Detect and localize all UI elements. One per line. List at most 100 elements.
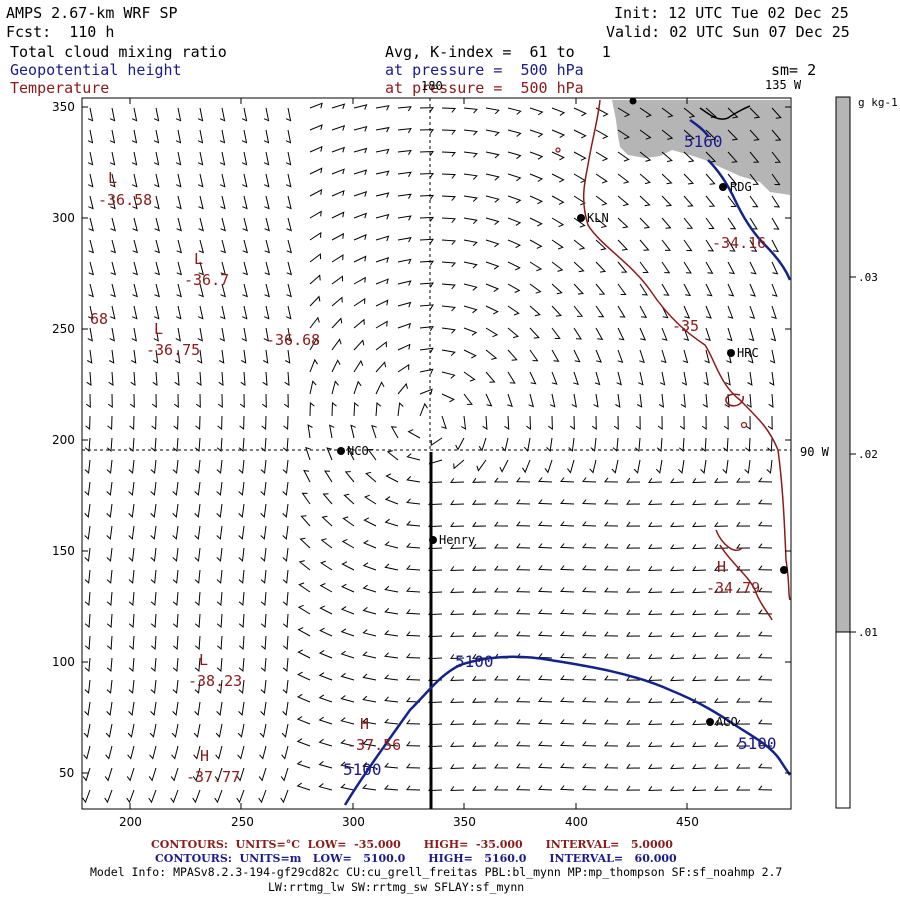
wind-barb: [626, 653, 641, 659]
wind-barb: [516, 543, 531, 549]
wind-barb: [516, 565, 531, 571]
wind-barb: [397, 322, 412, 329]
wind-barb: [529, 261, 543, 272]
wind-barb: [581, 477, 597, 483]
wind-barb: [463, 129, 478, 136]
wind-barb: [150, 591, 157, 607]
wind-barb: [670, 632, 685, 638]
wind-barb: [736, 565, 751, 571]
wind-barb: [639, 129, 652, 140]
wind-barb: [242, 195, 248, 210]
wind-barb: [573, 129, 587, 139]
wind-barb: [84, 613, 91, 629]
wind-barb: [375, 105, 390, 111]
wind-barb: [661, 151, 673, 163]
wind-barb: [727, 261, 736, 275]
wind-barb: [485, 239, 500, 248]
wind-barb: [110, 261, 117, 276]
station-label-nco: NCO: [347, 444, 369, 458]
wind-barb: [309, 124, 323, 131]
wind-barb: [538, 543, 553, 549]
wind-barb: [397, 193, 412, 199]
wind-barb: [705, 107, 717, 119]
wind-barb: [499, 459, 509, 473]
wind-barb: [472, 719, 487, 725]
wind-barb: [193, 745, 201, 760]
wind-barb: [560, 521, 575, 527]
temp-high-marker: H: [360, 715, 370, 733]
wind-barb: [463, 173, 478, 180]
wind-barb: [241, 129, 248, 144]
wind-barb: [128, 701, 135, 716]
wind-barb: [238, 613, 245, 629]
wind-barb: [154, 239, 161, 254]
wind-barb: [309, 210, 322, 219]
wind-barb: [670, 610, 685, 616]
temp-low-marker: L: [108, 169, 118, 187]
wind-barb: [441, 327, 456, 334]
wind-barb: [551, 261, 564, 272]
wind-barb: [560, 741, 575, 747]
wind-barb: [282, 437, 289, 453]
wind-barb: [604, 521, 619, 527]
wind-barb: [528, 393, 535, 408]
wind-barb: [197, 349, 203, 364]
wind-barb: [397, 258, 412, 265]
wind-barb: [260, 613, 267, 629]
wind-barb: [362, 762, 377, 769]
wind-barb: [441, 107, 457, 113]
wind-barb: [264, 283, 270, 298]
wind-barb: [131, 107, 138, 122]
wind-barb: [670, 478, 685, 484]
wind-barb: [260, 635, 267, 651]
wind-barb: [626, 631, 641, 637]
wind-barb: [604, 499, 619, 505]
y-axis-ticks: [82, 106, 791, 774]
wind-barb: [648, 522, 663, 528]
wind-barb: [573, 217, 586, 228]
wind-barb: [450, 544, 465, 550]
wind-barb: [714, 566, 729, 571]
wind-barb: [450, 742, 465, 748]
wind-barb: [84, 547, 91, 562]
wind-barb: [260, 591, 267, 607]
wind-barb: [581, 543, 597, 549]
wind-barb: [340, 672, 355, 681]
wind-barb: [702, 393, 708, 408]
wind-barb: [219, 129, 226, 144]
wind-barb: [150, 547, 157, 562]
wind-barb: [419, 304, 434, 310]
wind-barb: [529, 217, 543, 227]
wind-barb: [104, 789, 113, 804]
x-tick-label: 300: [342, 815, 365, 829]
wind-barb: [326, 447, 333, 461]
wind-barb: [771, 283, 778, 297]
wind-barb: [568, 437, 575, 452]
wind-barb: [659, 371, 666, 386]
wind-barb: [296, 693, 311, 703]
wind-barb: [573, 327, 582, 340]
wind-barb: [320, 538, 333, 549]
wind-barb: [297, 627, 311, 637]
wind-barb: [264, 173, 270, 188]
wind-barb: [472, 521, 487, 527]
wind-barb: [692, 632, 707, 638]
wind-barb: [638, 371, 644, 386]
wind-barb: [106, 525, 113, 540]
wind-barb: [353, 276, 366, 285]
wind-barb: [195, 393, 201, 408]
wind-barb: [175, 327, 181, 342]
wind-barb: [220, 217, 226, 232]
wind-barb: [375, 278, 389, 285]
wind-barb: [106, 635, 113, 651]
wind-barb: [441, 305, 456, 312]
wind-barb: [148, 767, 157, 782]
wind-barb: [194, 701, 201, 716]
wind-barb: [538, 565, 553, 571]
wind-barb: [661, 217, 672, 229]
wind-barb: [529, 107, 544, 116]
wind-barb: [263, 107, 270, 122]
wind-barb: [197, 151, 204, 166]
wind-barb: [260, 503, 267, 518]
forecast-hour: Fcst: 110 h: [6, 23, 115, 41]
